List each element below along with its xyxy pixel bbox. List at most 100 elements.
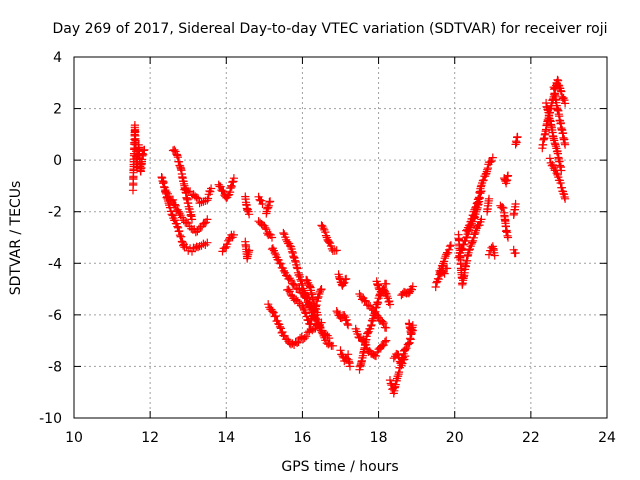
x-tick-label: 18: [370, 430, 388, 446]
data-point: [385, 376, 395, 385]
data-point: [314, 318, 323, 328]
data-point: [552, 169, 561, 178]
x-tick-label: 12: [141, 430, 159, 446]
data-point: [245, 246, 254, 255]
y-tick-label: -10: [39, 411, 62, 427]
data-point: [551, 140, 560, 149]
data-point: [262, 225, 271, 234]
data-point: [556, 178, 565, 188]
data-point: [382, 336, 391, 345]
data-point: [342, 274, 351, 283]
data-point: [140, 145, 149, 154]
data-point: [469, 233, 478, 242]
data-point: [554, 173, 563, 182]
data-point: [177, 232, 186, 241]
data-point: [316, 285, 325, 295]
data-point: [173, 222, 182, 231]
data-point: [471, 202, 481, 211]
data-point: [557, 87, 566, 96]
data-point: [298, 281, 307, 290]
data-point: [386, 379, 395, 388]
data-point: [187, 191, 197, 200]
data-point: [194, 243, 203, 252]
data-point: [229, 230, 238, 239]
data-point: [273, 316, 282, 325]
data-point: [467, 239, 476, 248]
data-point: [402, 344, 411, 353]
data-point: [443, 264, 452, 273]
data-point: [511, 248, 520, 258]
y-tick-label: 2: [53, 102, 62, 118]
data-point: [472, 199, 481, 208]
data-point: [475, 221, 484, 230]
data-point: [317, 326, 326, 335]
data-point: [219, 187, 228, 196]
data-point: [170, 145, 179, 154]
data-point: [401, 345, 410, 354]
data-point: [470, 230, 479, 239]
data-point: [313, 310, 322, 319]
data-point: [488, 153, 497, 162]
data-point: [223, 240, 232, 249]
plot-frame: [73, 56, 608, 419]
data-point: [486, 158, 495, 167]
data-point: [275, 259, 284, 268]
y-tick-label: -8: [48, 359, 62, 375]
data-point: [305, 302, 314, 311]
data-point: [276, 324, 285, 333]
data-point: [440, 257, 449, 266]
data-point: [206, 187, 215, 196]
data-point: [407, 285, 416, 294]
data-point: [321, 228, 330, 237]
data-point: [379, 319, 388, 328]
data-point: [471, 203, 480, 213]
x-tick-label: 10: [65, 430, 83, 446]
data-point: [342, 315, 351, 324]
data-point: [270, 249, 279, 258]
data-point: [371, 351, 381, 361]
data-point: [380, 337, 389, 346]
data-point: [490, 251, 499, 260]
data-point: [462, 233, 471, 242]
data-point: [293, 285, 302, 294]
data-point: [293, 338, 302, 347]
data-point: [191, 244, 200, 253]
data-point: [408, 321, 417, 330]
data-point: [187, 224, 196, 233]
data-point: [499, 203, 508, 213]
y-tick-label: 0: [53, 153, 62, 169]
x-tick-label: 16: [294, 430, 312, 446]
data-point: [434, 275, 443, 284]
data-point: [165, 192, 174, 201]
data-point: [444, 248, 453, 257]
data-point: [445, 242, 455, 251]
data-point: [431, 282, 440, 292]
data-point: [378, 317, 387, 326]
data-point: [275, 322, 285, 331]
data-point: [312, 305, 321, 314]
data-point: [168, 195, 178, 204]
data-point: [317, 285, 326, 294]
data-point: [258, 199, 267, 209]
data-point: [344, 321, 353, 330]
data-point: [261, 223, 270, 232]
data-point: [382, 323, 391, 332]
data-point: [229, 174, 238, 183]
data-point: [171, 216, 180, 225]
data-point: [285, 287, 294, 296]
data-point: [503, 171, 513, 180]
data-point: [290, 296, 299, 305]
data-point: [498, 203, 507, 212]
data-point: [294, 337, 303, 347]
data-point: [245, 210, 254, 219]
x-tick-label: 14: [217, 430, 235, 446]
data-point: [184, 219, 193, 228]
data-point: [308, 326, 317, 335]
data-point: [379, 341, 388, 350]
data-point: [561, 194, 570, 203]
data-point: [194, 194, 203, 203]
data-point: [203, 194, 213, 203]
data-point: [385, 300, 395, 309]
data-point: [487, 157, 496, 166]
data-point: [192, 193, 201, 202]
